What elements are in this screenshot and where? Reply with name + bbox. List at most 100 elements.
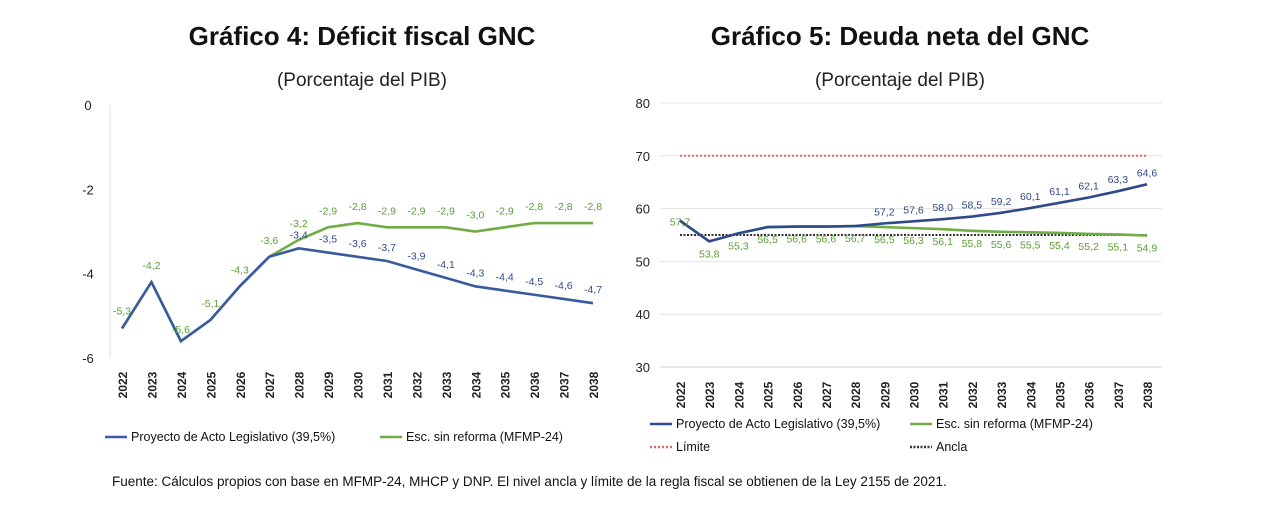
data-label: -2,8 [555, 201, 573, 213]
y-tick-label: -6 [82, 351, 94, 366]
data-label: 56,1 [932, 236, 953, 248]
x-tick-label: 2024 [175, 371, 189, 398]
legend-label: Límite [676, 440, 710, 454]
x-tick-label: 2031 [381, 371, 395, 398]
data-label: 57,7 [670, 217, 691, 229]
data-label: 55,4 [1049, 240, 1070, 252]
chart-subtitle: (Porcentaje del PIB) [277, 70, 447, 91]
data-label: 59,2 [991, 196, 1012, 208]
legend-label: Proyecto de Acto Legislativo (39,5%) [676, 417, 880, 431]
data-label: -2,9 [496, 205, 514, 217]
x-tick-label: 2035 [1053, 381, 1067, 408]
data-label: 55,8 [962, 238, 983, 250]
data-label: -2,8 [525, 201, 543, 213]
x-tick-label: 2037 [558, 371, 572, 398]
data-label: -4,3 [466, 267, 484, 279]
x-tick-label: 2031 [937, 381, 951, 408]
x-tick-label: 2032 [966, 381, 980, 408]
x-tick-label: 2023 [145, 371, 159, 398]
data-label: -4,6 [555, 280, 573, 292]
data-label: 56,6 [816, 234, 837, 246]
chart-title: Gráfico 4: Déficit fiscal GNC [189, 21, 536, 51]
data-label: 57,6 [903, 204, 924, 216]
data-label: -2,9 [319, 205, 337, 217]
data-label: 57,2 [874, 206, 895, 218]
data-label: 56,5 [874, 234, 895, 246]
data-label: 55,6 [991, 239, 1012, 251]
data-label: 56,3 [903, 235, 924, 247]
legend-label: Esc. sin reforma (MFMP-24) [936, 417, 1093, 431]
y-tick-label: 70 [636, 149, 650, 164]
data-label: -4,2 [142, 260, 160, 272]
data-label: -2,8 [348, 201, 366, 213]
x-tick-label: 2025 [204, 371, 218, 398]
data-label: -4,5 [525, 276, 543, 288]
data-label: -3,5 [319, 234, 337, 246]
x-tick-label: 2030 [908, 381, 922, 408]
x-tick-label: 2036 [528, 371, 542, 398]
data-label: 55,3 [728, 240, 749, 252]
data-label: -3,4 [290, 229, 308, 241]
x-tick-label: 2028 [849, 381, 863, 408]
data-label: -3,9 [407, 250, 425, 262]
x-tick-label: 2030 [352, 371, 366, 398]
footnote: Fuente: Cálculos propios con base en MFM… [112, 474, 947, 489]
legend-label: Ancla [936, 440, 967, 454]
x-tick-label: 2029 [878, 381, 892, 408]
x-tick-label: 2032 [410, 371, 424, 398]
data-label: -4,4 [496, 272, 514, 284]
data-label: 55,2 [1078, 241, 1099, 253]
data-label: -4,7 [584, 284, 602, 296]
data-label: 55,5 [1020, 239, 1041, 251]
x-tick-label: 2034 [1024, 381, 1038, 408]
x-tick-label: 2022 [116, 371, 130, 398]
data-label: -3,2 [290, 218, 308, 230]
x-tick-label: 2038 [1141, 381, 1155, 408]
data-label: 58,0 [932, 202, 953, 214]
data-label: -2,9 [407, 205, 425, 217]
x-tick-label: 2027 [820, 381, 834, 408]
x-tick-label: 2037 [1112, 381, 1126, 408]
data-label: 53,8 [699, 248, 720, 260]
data-label: -3,0 [466, 210, 484, 222]
legend-label: Proyecto de Acto Legislativo (39,5%) [131, 430, 335, 444]
x-tick-label: 2022 [674, 381, 688, 408]
data-label: 56,5 [757, 234, 778, 246]
data-label: -2,8 [584, 201, 602, 213]
x-tick-label: 2025 [762, 381, 776, 408]
y-tick-label: 50 [636, 254, 650, 269]
y-tick-label: 30 [636, 360, 650, 375]
x-tick-label: 2036 [1083, 381, 1097, 408]
y-tick-label: 80 [636, 96, 650, 111]
y-tick-label: 60 [636, 202, 650, 217]
data-label: 63,3 [1108, 174, 1129, 186]
data-label: -3,7 [378, 242, 396, 254]
data-label: -5,6 [172, 324, 190, 336]
series-line-0 [120, 247, 594, 344]
x-tick-label: 2035 [499, 371, 513, 398]
data-label: -2,9 [437, 205, 455, 217]
chart-subtitle: (Porcentaje del PIB) [815, 70, 985, 91]
x-tick-label: 2029 [322, 371, 336, 398]
x-tick-label: 2026 [234, 371, 248, 398]
data-label: -3,6 [260, 235, 278, 247]
chart-title: Gráfico 5: Deuda neta del GNC [711, 21, 1090, 51]
x-tick-label: 2024 [732, 381, 746, 408]
x-tick-label: 2026 [791, 381, 805, 408]
data-label: 64,6 [1137, 167, 1158, 179]
data-label: 54,9 [1137, 243, 1158, 255]
x-tick-label: 2034 [469, 371, 483, 398]
data-label: 56,6 [787, 234, 808, 246]
data-label: 58,5 [962, 200, 983, 212]
x-tick-label: 2028 [293, 371, 307, 398]
y-tick-label: -2 [82, 182, 94, 197]
y-tick-label: -4 [82, 267, 94, 282]
data-label: -5,3 [113, 305, 131, 317]
data-label: 61,1 [1049, 186, 1070, 198]
x-tick-label: 2033 [440, 371, 454, 398]
data-label: 60,1 [1020, 191, 1041, 203]
data-label: -4,1 [437, 259, 455, 271]
data-label: 56,7 [845, 233, 866, 245]
